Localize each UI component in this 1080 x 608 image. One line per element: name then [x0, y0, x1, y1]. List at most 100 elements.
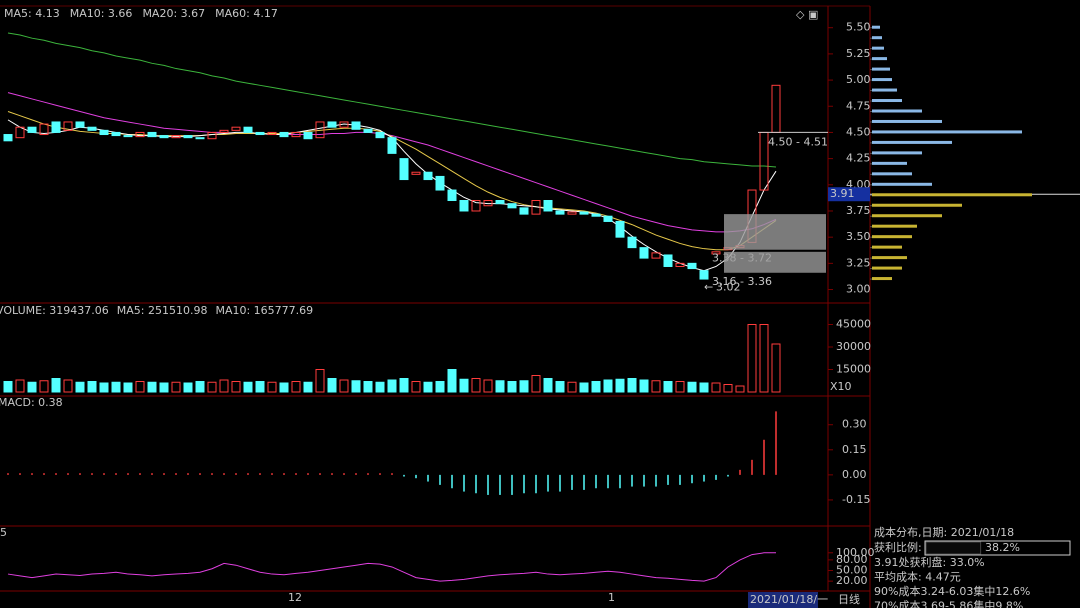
candle — [267, 131, 277, 136]
y-tick-label: 3.25 — [846, 256, 871, 269]
volume-bar — [387, 379, 397, 393]
range-box — [724, 214, 826, 250]
volume-bar — [651, 380, 661, 393]
volume-bar — [171, 381, 181, 393]
legend-entry: 5 — [0, 526, 7, 539]
date-box — [748, 592, 818, 608]
y-tick-label: 5.50 — [846, 21, 871, 34]
profit-fill — [925, 541, 982, 555]
low-mark-label: 3.02 — [716, 280, 741, 293]
candle — [3, 134, 13, 142]
volume-bar — [591, 381, 601, 393]
candle — [15, 126, 25, 139]
chip-bar — [872, 119, 942, 123]
chip-bar — [872, 140, 952, 144]
chip-bar — [872, 109, 922, 113]
candle — [363, 128, 373, 133]
info-row: 90%成本3.24-6.03集中12.6% — [874, 584, 1030, 598]
y-tick-label: 50.00 — [836, 564, 868, 577]
volume-bar — [603, 379, 613, 393]
volume-bar — [303, 381, 313, 393]
volume-bar — [219, 379, 229, 393]
candle — [663, 254, 673, 267]
candle — [315, 121, 325, 139]
candle — [603, 215, 613, 222]
candle — [111, 131, 121, 137]
candle — [75, 121, 85, 128]
volume-bar — [627, 378, 637, 393]
candle — [615, 220, 625, 238]
volume-bar — [75, 381, 85, 393]
chip-bar — [872, 235, 912, 239]
candle — [555, 210, 565, 215]
volume-bar — [27, 381, 37, 393]
chip-bar — [872, 130, 1022, 134]
volume-bar — [723, 384, 733, 393]
volume-bar — [147, 381, 157, 393]
volume-bar — [639, 379, 649, 393]
candle — [471, 200, 481, 212]
candle — [27, 126, 37, 133]
volume-bar — [279, 382, 289, 393]
period-label[interactable]: 日线 — [838, 592, 860, 606]
candle — [567, 211, 577, 215]
volume-bar — [363, 381, 373, 393]
candle — [291, 131, 301, 138]
volume-bar — [663, 381, 673, 393]
chip-bar — [872, 245, 902, 249]
y-tick-label: 80.00 — [836, 553, 868, 566]
volume-bar — [327, 378, 337, 393]
icon-button[interactable]: ◇ ▣ — [796, 8, 818, 21]
current-price-box — [828, 187, 870, 202]
profit-ratio: 38.2% — [985, 541, 1020, 554]
candle — [675, 262, 685, 267]
volume-bar — [519, 380, 529, 393]
chip-bar — [872, 25, 880, 29]
range-label: 3.16 - 3.36 — [712, 275, 772, 288]
y-tick-label: 0.30 — [842, 418, 867, 431]
volume-bar — [135, 381, 145, 393]
y-tick-label: 4.50 — [846, 125, 871, 138]
volume-bar — [63, 379, 73, 393]
candle — [711, 251, 721, 255]
profit-box — [924, 540, 1071, 556]
chip-bar — [872, 172, 912, 176]
chip-bar — [872, 36, 882, 40]
y-tick-label: 4.25 — [846, 152, 871, 165]
candle — [147, 131, 157, 138]
candle — [687, 262, 697, 270]
candle — [327, 121, 337, 128]
volume-bar — [231, 381, 241, 393]
volume-bar — [243, 381, 253, 393]
chip-bar — [872, 88, 897, 92]
candle — [579, 211, 589, 215]
volume-bar — [735, 385, 745, 393]
legend-entry: MACD: 0.38 — [0, 396, 63, 409]
chip-bar — [872, 277, 892, 281]
volume-bar — [459, 378, 469, 393]
y-tick-label: 15000 — [836, 363, 871, 376]
volume-bar — [771, 343, 781, 393]
legend-entry: MA20: 3.67 — [142, 7, 205, 20]
volume-bar — [471, 378, 481, 393]
month-label: 1 — [608, 591, 615, 604]
info-panel: 成本分布,日期: 2021/01/18 获利比例: — [874, 525, 1071, 556]
volume-bar — [555, 381, 565, 393]
candle — [483, 200, 493, 207]
volume-bar — [687, 381, 697, 393]
info-row: 70%成本3.69-5.86集中9.8% — [874, 599, 1023, 608]
chip-bar — [872, 182, 932, 186]
candle — [207, 131, 217, 140]
candle — [399, 158, 409, 181]
candle — [519, 207, 529, 215]
y-tick-label: 0.15 — [842, 443, 867, 456]
unit-label: X10 — [830, 380, 852, 393]
volume-bar — [411, 381, 421, 393]
volume-bar — [495, 380, 505, 393]
candle — [507, 203, 517, 209]
candle — [375, 131, 385, 139]
volume-bar — [207, 381, 217, 393]
chip-bar — [872, 46, 884, 50]
candle — [159, 135, 169, 139]
